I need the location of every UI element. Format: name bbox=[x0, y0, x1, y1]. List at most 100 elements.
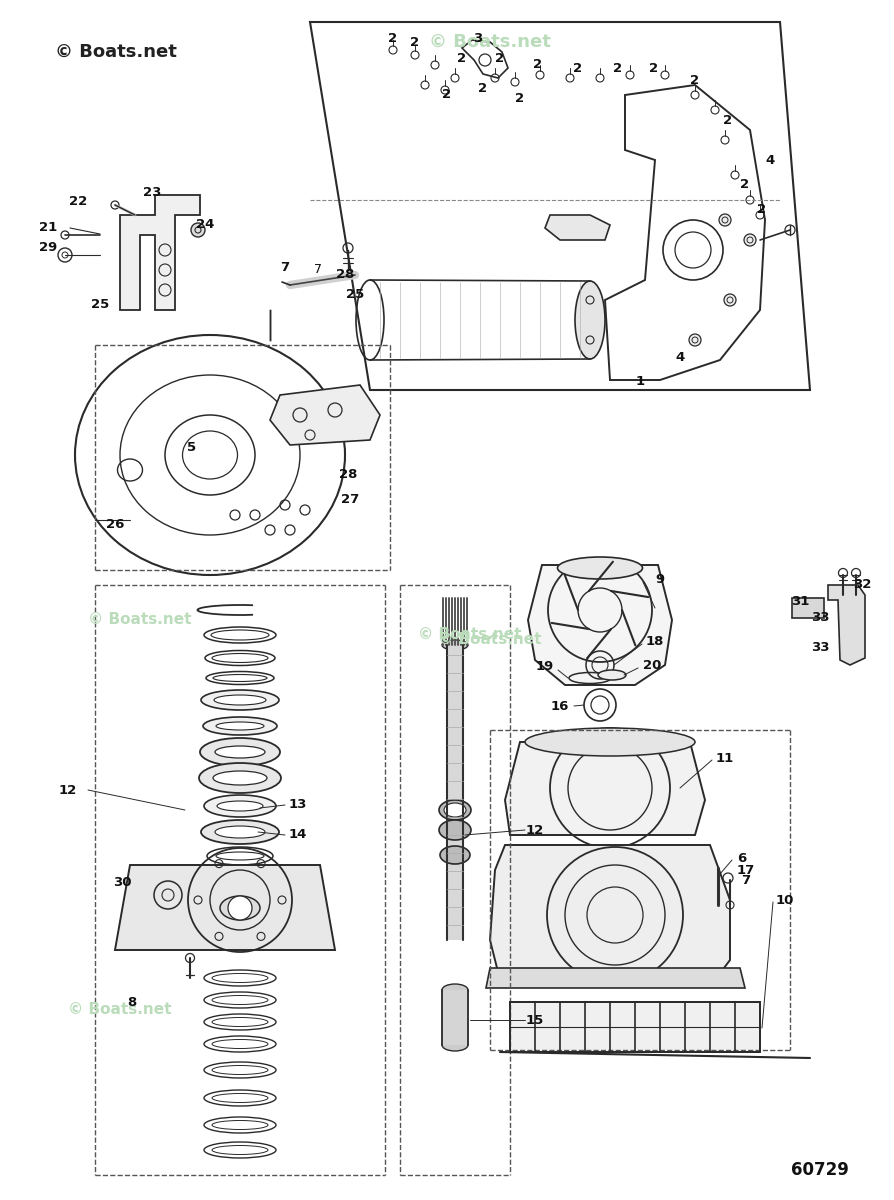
Ellipse shape bbox=[215, 826, 265, 838]
Text: 18: 18 bbox=[645, 636, 663, 648]
Text: 33: 33 bbox=[810, 642, 829, 654]
Ellipse shape bbox=[442, 1039, 468, 1051]
Text: 2: 2 bbox=[722, 114, 732, 126]
Text: 2: 2 bbox=[442, 89, 451, 102]
Text: 2: 2 bbox=[515, 91, 524, 104]
Ellipse shape bbox=[443, 803, 466, 817]
Bar bbox=[791, 598, 823, 618]
Text: 28: 28 bbox=[339, 468, 357, 481]
Text: 4: 4 bbox=[764, 154, 774, 167]
Ellipse shape bbox=[214, 695, 266, 704]
Text: 2: 2 bbox=[388, 31, 397, 44]
Ellipse shape bbox=[440, 846, 469, 864]
Circle shape bbox=[228, 896, 252, 920]
Text: 2: 2 bbox=[739, 179, 748, 192]
Ellipse shape bbox=[597, 670, 625, 680]
Text: 4: 4 bbox=[675, 352, 684, 365]
Text: 8: 8 bbox=[127, 996, 137, 1008]
Ellipse shape bbox=[439, 820, 470, 840]
Text: 13: 13 bbox=[289, 798, 307, 811]
Text: 31: 31 bbox=[790, 595, 808, 608]
Text: 2: 2 bbox=[573, 61, 582, 74]
Text: 12: 12 bbox=[526, 823, 544, 836]
Text: 12: 12 bbox=[59, 784, 77, 797]
Ellipse shape bbox=[204, 794, 275, 817]
Text: 2: 2 bbox=[689, 73, 699, 86]
Text: 1: 1 bbox=[635, 376, 644, 389]
Ellipse shape bbox=[203, 716, 276, 734]
Text: 2: 2 bbox=[756, 204, 765, 216]
Text: 3: 3 bbox=[473, 31, 482, 44]
Ellipse shape bbox=[442, 640, 468, 650]
Bar bbox=[510, 1002, 759, 1052]
Polygon shape bbox=[544, 215, 610, 240]
Ellipse shape bbox=[198, 763, 281, 793]
Text: 17: 17 bbox=[736, 864, 755, 876]
Ellipse shape bbox=[215, 722, 264, 730]
Text: 14: 14 bbox=[289, 828, 307, 841]
Ellipse shape bbox=[220, 896, 260, 920]
Ellipse shape bbox=[201, 820, 279, 844]
Text: 30: 30 bbox=[113, 876, 131, 888]
Ellipse shape bbox=[574, 281, 604, 359]
Circle shape bbox=[190, 223, 205, 236]
Text: © Boats.net: © Boats.net bbox=[438, 632, 541, 648]
Bar bbox=[446, 646, 462, 940]
Ellipse shape bbox=[199, 738, 280, 766]
Text: 60729: 60729 bbox=[790, 1160, 848, 1178]
Ellipse shape bbox=[213, 770, 266, 785]
Text: 23: 23 bbox=[143, 186, 161, 199]
Polygon shape bbox=[827, 584, 864, 665]
Text: 16: 16 bbox=[550, 700, 569, 713]
Text: 2: 2 bbox=[649, 61, 658, 74]
Text: 11: 11 bbox=[715, 751, 733, 764]
Text: 25: 25 bbox=[345, 288, 364, 301]
Ellipse shape bbox=[525, 728, 695, 756]
Text: 7: 7 bbox=[280, 262, 290, 275]
Ellipse shape bbox=[557, 557, 642, 578]
Text: © Boats.net: © Boats.net bbox=[55, 43, 177, 61]
Text: 10: 10 bbox=[775, 894, 793, 906]
Text: 21: 21 bbox=[38, 222, 57, 234]
Text: 2: 2 bbox=[478, 82, 487, 95]
Text: 15: 15 bbox=[526, 1014, 544, 1026]
Text: 6: 6 bbox=[737, 852, 746, 864]
Text: 7: 7 bbox=[740, 874, 750, 887]
Text: 32: 32 bbox=[852, 578, 870, 592]
Text: 2: 2 bbox=[612, 61, 622, 74]
Text: 2: 2 bbox=[457, 52, 466, 65]
Text: 24: 24 bbox=[196, 218, 214, 232]
Text: © Boats.net: © Boats.net bbox=[68, 1002, 172, 1018]
Text: 2: 2 bbox=[533, 59, 542, 72]
Ellipse shape bbox=[216, 802, 263, 811]
Text: 7: 7 bbox=[314, 264, 322, 276]
Text: 22: 22 bbox=[69, 196, 87, 209]
Ellipse shape bbox=[439, 800, 470, 820]
Circle shape bbox=[688, 334, 700, 346]
Text: 2: 2 bbox=[495, 52, 504, 65]
Text: 26: 26 bbox=[105, 518, 124, 532]
Ellipse shape bbox=[442, 984, 468, 996]
Ellipse shape bbox=[215, 746, 265, 758]
Text: 5: 5 bbox=[187, 442, 197, 455]
Bar bbox=[442, 990, 468, 1045]
Polygon shape bbox=[114, 865, 334, 950]
Polygon shape bbox=[489, 845, 730, 980]
Text: 25: 25 bbox=[91, 299, 109, 312]
Circle shape bbox=[718, 214, 730, 226]
Text: 9: 9 bbox=[654, 574, 664, 587]
Ellipse shape bbox=[201, 690, 279, 710]
Text: 2: 2 bbox=[410, 36, 419, 48]
Text: 20: 20 bbox=[642, 660, 661, 672]
Polygon shape bbox=[504, 742, 704, 835]
Text: © Boats.net: © Boats.net bbox=[428, 32, 551, 50]
Polygon shape bbox=[270, 385, 380, 445]
Text: 29: 29 bbox=[38, 241, 57, 254]
Polygon shape bbox=[485, 968, 744, 988]
Text: © Boats.net: © Boats.net bbox=[417, 628, 521, 642]
Polygon shape bbox=[527, 565, 671, 685]
Text: 33: 33 bbox=[810, 612, 829, 624]
Polygon shape bbox=[120, 194, 199, 310]
Circle shape bbox=[743, 234, 755, 246]
Text: 27: 27 bbox=[341, 493, 358, 506]
